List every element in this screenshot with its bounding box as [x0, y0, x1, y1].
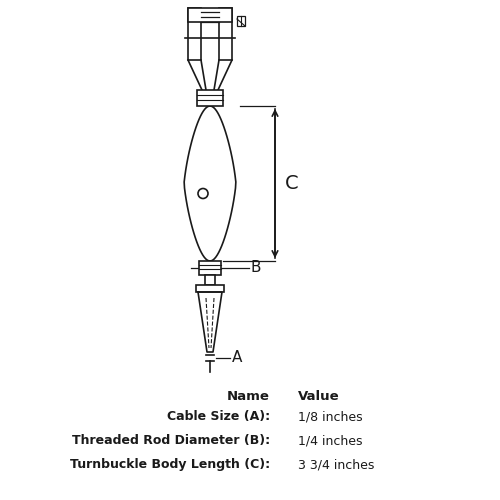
Circle shape [198, 188, 208, 198]
Bar [196, 285, 224, 292]
Text: Cable Size (A):: Cable Size (A): [167, 410, 270, 423]
Bar [197, 90, 223, 106]
Text: Threaded Rod Diameter (B):: Threaded Rod Diameter (B): [72, 434, 270, 447]
Bar [237, 16, 245, 26]
Bar [219, 8, 232, 60]
Text: Value: Value [298, 390, 340, 403]
Text: A: A [232, 350, 242, 366]
Text: Turnbuckle Body Length (C):: Turnbuckle Body Length (C): [70, 458, 270, 471]
Bar [188, 8, 201, 60]
Polygon shape [198, 292, 222, 352]
Bar [205, 275, 215, 285]
Polygon shape [184, 106, 236, 261]
Text: B: B [251, 260, 262, 276]
Text: C: C [285, 174, 298, 193]
Text: 3 3/4 inches: 3 3/4 inches [298, 458, 374, 471]
Bar [188, 8, 232, 22]
Text: 1/4 inches: 1/4 inches [298, 434, 362, 447]
Text: 1/8 inches: 1/8 inches [298, 410, 362, 423]
Text: Name: Name [227, 390, 270, 403]
Bar [199, 261, 221, 275]
